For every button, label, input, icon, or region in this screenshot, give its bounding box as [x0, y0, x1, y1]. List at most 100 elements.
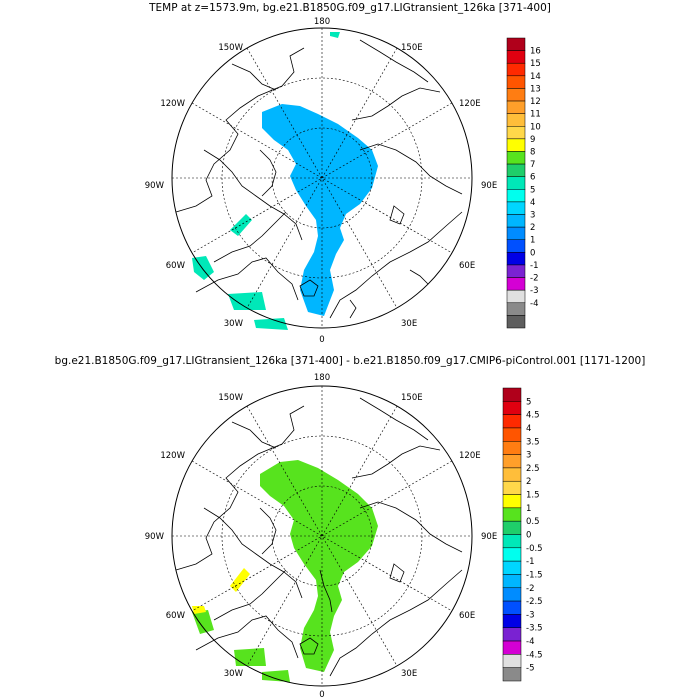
colorbar-swatch — [506, 277, 526, 291]
colorbar-tick-label: -3 — [530, 286, 538, 296]
colorbar-tick-label: -4 — [530, 299, 538, 309]
colorbar-tick-label: 9 — [530, 135, 535, 145]
colorbar-tick-label: 5 — [526, 397, 531, 407]
bottom-longitude-labels: 180 150E 120E 90E 60E 30E 0 30W 60W 90W … — [145, 373, 497, 700]
colorbar-tick-label: 12 — [530, 97, 541, 107]
colorbar-swatch — [506, 151, 526, 165]
colorbar-swatch — [506, 88, 526, 102]
top-panel-title: TEMP at z=1573.9m, bg.e21.B1850G.f09_g17… — [149, 2, 551, 14]
colorbar-swatch — [506, 113, 526, 127]
colorbar-swatch — [506, 201, 526, 215]
colorbar-tick-label: -4 — [526, 637, 534, 647]
colorbar-tick-label: 10 — [530, 122, 541, 132]
colorbar-tick-label: 2.5 — [526, 464, 540, 474]
bottom-lon-150w: 150W — [218, 393, 243, 403]
colorbar-tick-label: 4 — [530, 198, 535, 208]
bottom-lon-180: 180 — [314, 373, 330, 383]
bottom-coastlines — [175, 397, 463, 677]
bottom-lon-30w: 30W — [224, 669, 244, 679]
colorbar-tick-label: -3 — [526, 610, 534, 620]
colorbar-swatch — [502, 640, 522, 655]
bottom-lon-30e: 30E — [401, 669, 417, 679]
colorbar-swatch — [502, 494, 522, 509]
colorbar-tick-label: 8 — [530, 147, 535, 157]
colorbar-tick-label: 7 — [530, 160, 535, 170]
colorbar-swatch — [502, 654, 522, 668]
top-lon-150w: 150W — [218, 43, 243, 53]
top-lon-180: 180 — [314, 17, 330, 27]
top-lon-0: 0 — [319, 335, 324, 345]
bottom-lon-90e: 90E — [481, 532, 497, 542]
colorbar-swatch — [502, 520, 522, 535]
colorbar-tick-label: 1 — [530, 236, 535, 246]
top-lon-30e: 30E — [401, 319, 417, 329]
top-lon-60e: 60E — [459, 261, 475, 271]
colorbar-swatch — [502, 387, 522, 402]
colorbar-swatch — [506, 214, 526, 228]
colorbar-swatch — [506, 264, 526, 278]
bottom-field-main — [260, 460, 378, 672]
colorbar-swatch — [506, 302, 526, 316]
colorbar-tick-label: 3.5 — [526, 437, 540, 447]
bottom-field-warm-2 — [192, 606, 206, 614]
colorbar-swatch — [506, 289, 526, 304]
top-lon-90w: 90W — [145, 181, 165, 191]
colorbar-swatch — [502, 507, 522, 522]
bottom-field-warm-1 — [230, 568, 250, 592]
colorbar-swatch — [502, 454, 522, 469]
top-lon-60w: 60W — [166, 261, 186, 271]
colorbar-tick-label: 13 — [530, 84, 541, 94]
colorbar-swatch — [506, 37, 526, 51]
colorbar-swatch — [506, 163, 526, 177]
top-lon-120w: 120W — [160, 99, 185, 109]
bottom-difference-field — [192, 460, 378, 682]
colorbar-tick-label: -1.5 — [526, 570, 543, 580]
colorbar-tick-label: 16 — [530, 47, 541, 57]
colorbar-tick-label: 15 — [530, 59, 541, 69]
top-graticule — [172, 28, 472, 328]
bottom-lon-150e: 150E — [401, 393, 423, 403]
top-lon-30w: 30W — [224, 319, 244, 329]
colorbar-tick-label: 4 — [526, 424, 531, 434]
top-lon-150e: 150E — [401, 43, 423, 53]
colorbar-swatch — [506, 239, 526, 253]
bottom-graticule — [172, 386, 472, 686]
colorbar-tick-label: -1 — [530, 261, 538, 271]
top-field-side-5 — [330, 32, 340, 38]
colorbar-tick-label: 0 — [530, 248, 535, 258]
bottom-polar-map: 180 150E 120E 90E 60E 30E 0 30W 60W 90W … — [145, 373, 497, 700]
colorbar-swatch — [502, 600, 522, 615]
colorbar-swatch — [506, 176, 526, 190]
colorbar-swatch — [502, 667, 522, 682]
colorbar-tick-label: 0.5 — [526, 517, 540, 527]
colorbar-swatch — [506, 62, 526, 77]
colorbar-swatch — [502, 627, 522, 642]
colorbar-tick-label: 3 — [526, 451, 531, 461]
bottom-field-side-2 — [234, 648, 266, 666]
colorbar-swatch — [506, 189, 526, 203]
colorbar-tick-label: -2.5 — [526, 597, 543, 607]
bottom-lon-0: 0 — [319, 690, 324, 700]
colorbar-swatch — [502, 574, 522, 589]
bottom-field-side-1 — [192, 610, 214, 634]
bottom-lon-120w: 120W — [160, 451, 185, 461]
colorbar-tick-label: -2 — [530, 274, 538, 284]
colorbar-tick-label: 1.5 — [526, 491, 540, 501]
colorbar-swatch — [506, 226, 526, 240]
bottom-panel-title: bg.e21.B1850G.f09_g17.LIGtransient_126ka… — [54, 355, 646, 367]
colorbar-swatch — [506, 252, 526, 266]
colorbar-swatch — [506, 315, 526, 329]
colorbar-tick-label: 4.5 — [526, 411, 540, 421]
colorbar-tick-label: 2 — [526, 477, 531, 487]
top-lon-120e: 120E — [459, 99, 481, 109]
top-coastlines — [175, 39, 463, 319]
colorbar-tick-label: 3 — [530, 211, 535, 221]
colorbar-tick-label: 0 — [526, 531, 531, 541]
colorbar-swatch — [502, 614, 522, 628]
colorbar-tick-label: 2 — [530, 223, 535, 233]
colorbar-tick-label: 1 — [526, 504, 531, 514]
colorbar-swatch — [506, 138, 526, 152]
colorbar-tick-label: -2 — [526, 584, 534, 594]
